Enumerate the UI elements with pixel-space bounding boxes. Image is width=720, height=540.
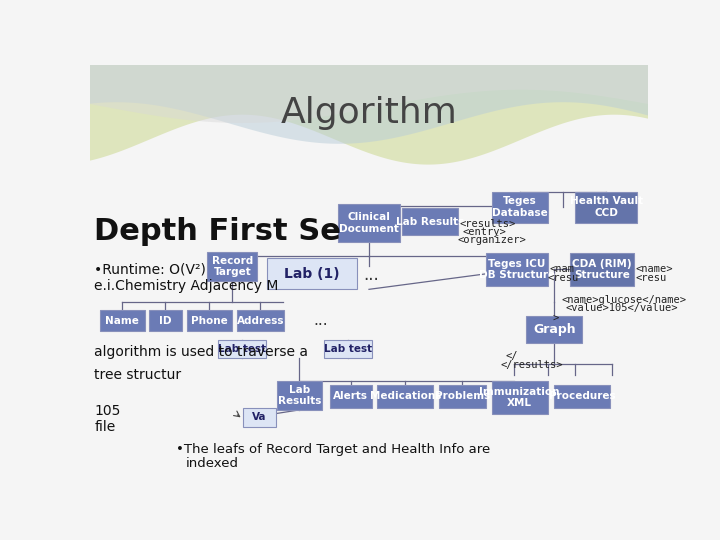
Text: </results>: </results> <box>500 360 562 370</box>
Text: Medications: Medications <box>369 392 441 401</box>
FancyBboxPatch shape <box>554 385 610 408</box>
Text: Lab test: Lab test <box>218 344 266 354</box>
Text: Depth First Se: Depth First Se <box>94 217 341 246</box>
Text: Procedures: Procedures <box>549 392 616 401</box>
FancyBboxPatch shape <box>377 385 433 408</box>
Text: e.i.Chemistry Adjacency M: e.i.Chemistry Adjacency M <box>94 279 279 293</box>
Text: Alerts: Alerts <box>333 392 369 401</box>
FancyBboxPatch shape <box>438 385 486 408</box>
Text: Phone: Phone <box>191 315 228 326</box>
Text: Problems: Problems <box>435 392 490 401</box>
FancyBboxPatch shape <box>492 381 547 414</box>
FancyBboxPatch shape <box>402 208 459 235</box>
Text: <resu: <resu <box>636 273 667 282</box>
Text: algorithm is used to traverse a: algorithm is used to traverse a <box>94 345 308 359</box>
FancyBboxPatch shape <box>492 192 547 223</box>
Text: Graph: Graph <box>533 323 575 336</box>
Text: <value>105</value>: <value>105</value> <box>565 303 678 313</box>
Text: indexed: indexed <box>186 457 239 470</box>
Text: Immunization
XML: Immunization XML <box>480 387 560 408</box>
Text: ...: ... <box>364 266 379 284</box>
Text: <nam: <nam <box>549 264 575 274</box>
Text: Record
Target: Record Target <box>212 255 253 277</box>
Polygon shape <box>90 57 648 165</box>
Text: Teges ICU
DB Structure: Teges ICU DB Structure <box>479 259 555 280</box>
Text: >: > <box>552 313 558 323</box>
FancyBboxPatch shape <box>324 341 372 358</box>
FancyBboxPatch shape <box>570 253 634 286</box>
FancyBboxPatch shape <box>187 310 232 331</box>
Text: •Runtime: O(V²): •Runtime: O(V²) <box>94 262 207 276</box>
Text: ...: ... <box>313 313 328 328</box>
Text: Lab (1): Lab (1) <box>284 267 340 281</box>
Text: Teges
Database: Teges Database <box>492 197 547 218</box>
Text: <name>glucose</name>: <name>glucose</name> <box>562 295 686 305</box>
Text: Lab Results: Lab Results <box>396 217 464 227</box>
Polygon shape <box>90 57 648 144</box>
Text: </: </ <box>505 351 518 361</box>
Text: <entry>: <entry> <box>463 227 506 237</box>
FancyBboxPatch shape <box>267 258 356 289</box>
Text: 105: 105 <box>94 404 121 418</box>
FancyBboxPatch shape <box>575 192 637 223</box>
FancyBboxPatch shape <box>486 253 547 286</box>
Text: ID: ID <box>159 315 171 326</box>
Text: Lab test: Lab test <box>324 344 372 354</box>
Text: Address: Address <box>237 315 284 326</box>
Text: <resu: <resu <box>547 273 579 282</box>
Text: file: file <box>94 420 116 434</box>
Polygon shape <box>90 57 648 123</box>
Text: <organizer>: <organizer> <box>457 235 526 245</box>
Text: Health Vault
CCD: Health Vault CCD <box>570 197 643 218</box>
Text: Lab
Results: Lab Results <box>278 384 322 406</box>
FancyBboxPatch shape <box>237 310 284 331</box>
FancyBboxPatch shape <box>277 381 322 410</box>
Text: •The leafs of Record Target and Health Info are: •The leafs of Record Target and Health I… <box>176 443 491 456</box>
FancyBboxPatch shape <box>148 310 182 331</box>
Text: Algorithm: Algorithm <box>281 96 457 130</box>
FancyBboxPatch shape <box>330 385 372 408</box>
Text: CDA (RIM)
Structure: CDA (RIM) Structure <box>572 259 631 280</box>
Text: Va: Va <box>253 412 267 422</box>
FancyBboxPatch shape <box>100 310 145 331</box>
Text: Name: Name <box>105 315 139 326</box>
Text: <results>: <results> <box>460 219 516 228</box>
Text: tree structur: tree structur <box>94 368 181 382</box>
Text: Clinical
Document: Clinical Document <box>339 212 399 234</box>
FancyBboxPatch shape <box>243 408 276 427</box>
FancyBboxPatch shape <box>207 252 258 281</box>
FancyBboxPatch shape <box>338 204 400 241</box>
FancyBboxPatch shape <box>526 316 582 343</box>
Text: <name>: <name> <box>636 264 673 274</box>
FancyBboxPatch shape <box>218 341 266 358</box>
